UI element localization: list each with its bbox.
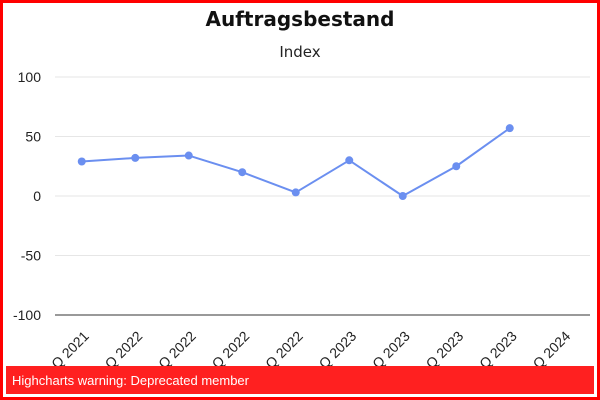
y-tick-label: -50 — [21, 248, 41, 264]
data-point[interactable] — [238, 168, 247, 177]
data-point[interactable] — [131, 153, 140, 162]
y-tick-label: 0 — [33, 188, 41, 204]
y-tick-label: 100 — [18, 69, 42, 85]
y-tick-label: -100 — [13, 307, 41, 323]
data-point[interactable] — [77, 157, 86, 166]
data-point[interactable] — [184, 151, 193, 160]
y-axis-ticks: 100 50 0 -50 -100 — [13, 69, 41, 323]
data-point[interactable] — [505, 124, 514, 133]
data-point[interactable] — [398, 192, 407, 200]
gridlines — [55, 76, 590, 316]
series-line — [81, 127, 511, 197]
warning-text: Highcharts warning: Deprecated member — [12, 373, 249, 388]
data-point[interactable] — [345, 156, 354, 165]
data-point[interactable] — [452, 162, 461, 171]
y-tick-label: 50 — [25, 129, 41, 145]
chart-subtitle: Index — [279, 43, 320, 61]
highcharts-warning-bar[interactable]: Highcharts warning: Deprecated member — [6, 366, 594, 394]
series-layer — [77, 124, 514, 200]
data-point[interactable] — [291, 188, 300, 197]
chart-title: Auftragsbestand — [206, 7, 395, 31]
